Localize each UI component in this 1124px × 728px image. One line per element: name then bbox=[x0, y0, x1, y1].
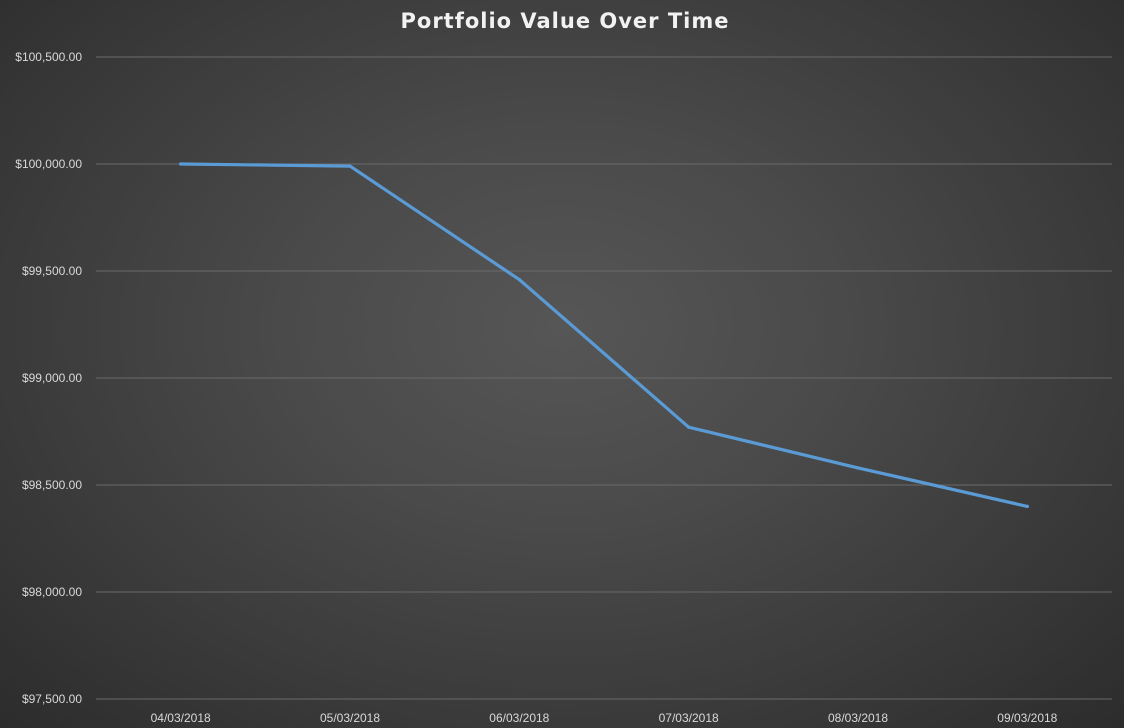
data-point bbox=[348, 164, 352, 168]
data-point bbox=[517, 277, 521, 282]
y-tick-label: $98,500.00 bbox=[22, 478, 82, 492]
chart-title: Portfolio Value Over Time bbox=[400, 9, 730, 33]
y-tick-label: $98,000.00 bbox=[22, 585, 82, 599]
x-axis-ticks: 04/03/2018 05/03/2018 06/03/2018 07/03/2018… bbox=[151, 711, 1058, 725]
gridlines bbox=[96, 56, 1112, 700]
x-tick-label: 07/03/2018 bbox=[659, 711, 719, 725]
x-tick-label: 08/03/2018 bbox=[828, 711, 888, 725]
y-tick-label: $97,500.00 bbox=[22, 692, 82, 706]
x-tick-label: 06/03/2018 bbox=[489, 711, 549, 725]
y-tick-label: $99,000.00 bbox=[22, 371, 82, 385]
data-point bbox=[179, 162, 183, 166]
y-tick-label: $99,500.00 bbox=[22, 264, 82, 278]
data-point bbox=[856, 466, 860, 470]
x-tick-label: 05/03/2018 bbox=[320, 711, 380, 725]
data-point bbox=[1025, 504, 1029, 508]
y-tick-label: $100,000.00 bbox=[15, 157, 82, 171]
x-tick-label: 09/03/2018 bbox=[997, 711, 1057, 725]
series-layer bbox=[179, 162, 1029, 508]
series-line bbox=[179, 162, 1029, 508]
data-point bbox=[687, 425, 691, 429]
y-axis-ticks: $97,500.00 $98,000.00 $98,500.00 $99,000.00… bbox=[15, 50, 82, 706]
y-tick-label: $100,500.00 bbox=[15, 50, 82, 64]
x-tick-label: 04/03/2018 bbox=[151, 711, 211, 725]
